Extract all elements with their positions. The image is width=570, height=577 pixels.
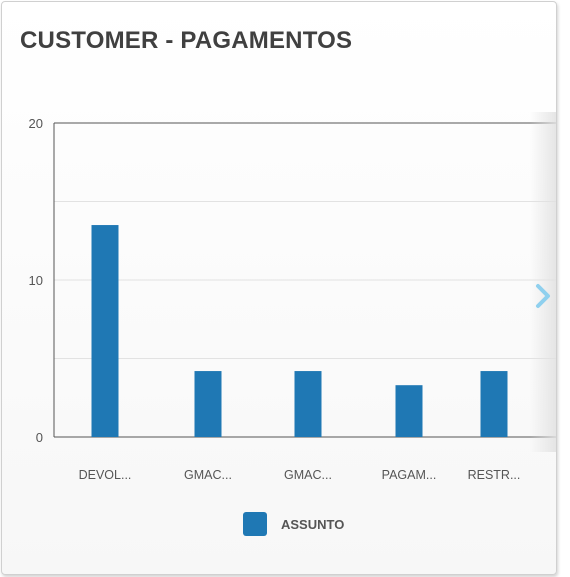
legend-swatch[interactable]: [243, 512, 267, 536]
chart-panel: CUSTOMER - PAGAMENTOS 0 10 20 DEVOL... GMAC…: [1, 1, 557, 575]
bar-3[interactable]: [294, 371, 322, 437]
bars: [91, 225, 508, 437]
x-tick-label: PAGAM...: [382, 468, 437, 482]
x-axis-ticks: DEVOL... GMAC... GMAC... PAGAM... RESTR...: [79, 468, 521, 482]
y-axis-ticks: 0 10 20: [29, 116, 43, 445]
chevron-right-icon[interactable]: [534, 282, 552, 310]
legend-label[interactable]: ASSUNTO: [281, 516, 345, 532]
x-tick-label: DEVOL...: [79, 468, 132, 482]
bar-5[interactable]: [480, 371, 508, 437]
bar-2[interactable]: [194, 371, 222, 437]
x-tick-label: GMAC...: [284, 468, 332, 482]
bar-4[interactable]: [395, 385, 423, 437]
y-tick-label: 0: [36, 430, 43, 445]
chart-legend: ASSUNTO: [243, 512, 344, 536]
x-tick-label: RESTR...: [468, 468, 521, 482]
gridlines: [54, 201, 556, 359]
y-tick-label: 20: [29, 116, 43, 131]
bar-1[interactable]: [91, 225, 119, 437]
panel-title: CUSTOMER - PAGAMENTOS: [20, 27, 353, 54]
y-tick-label: 10: [29, 273, 43, 288]
x-tick-label: GMAC...: [184, 468, 232, 482]
bar-chart: 0 10 20 DEVOL... GMAC... GMAC... PAGAM... REST…: [29, 116, 556, 482]
